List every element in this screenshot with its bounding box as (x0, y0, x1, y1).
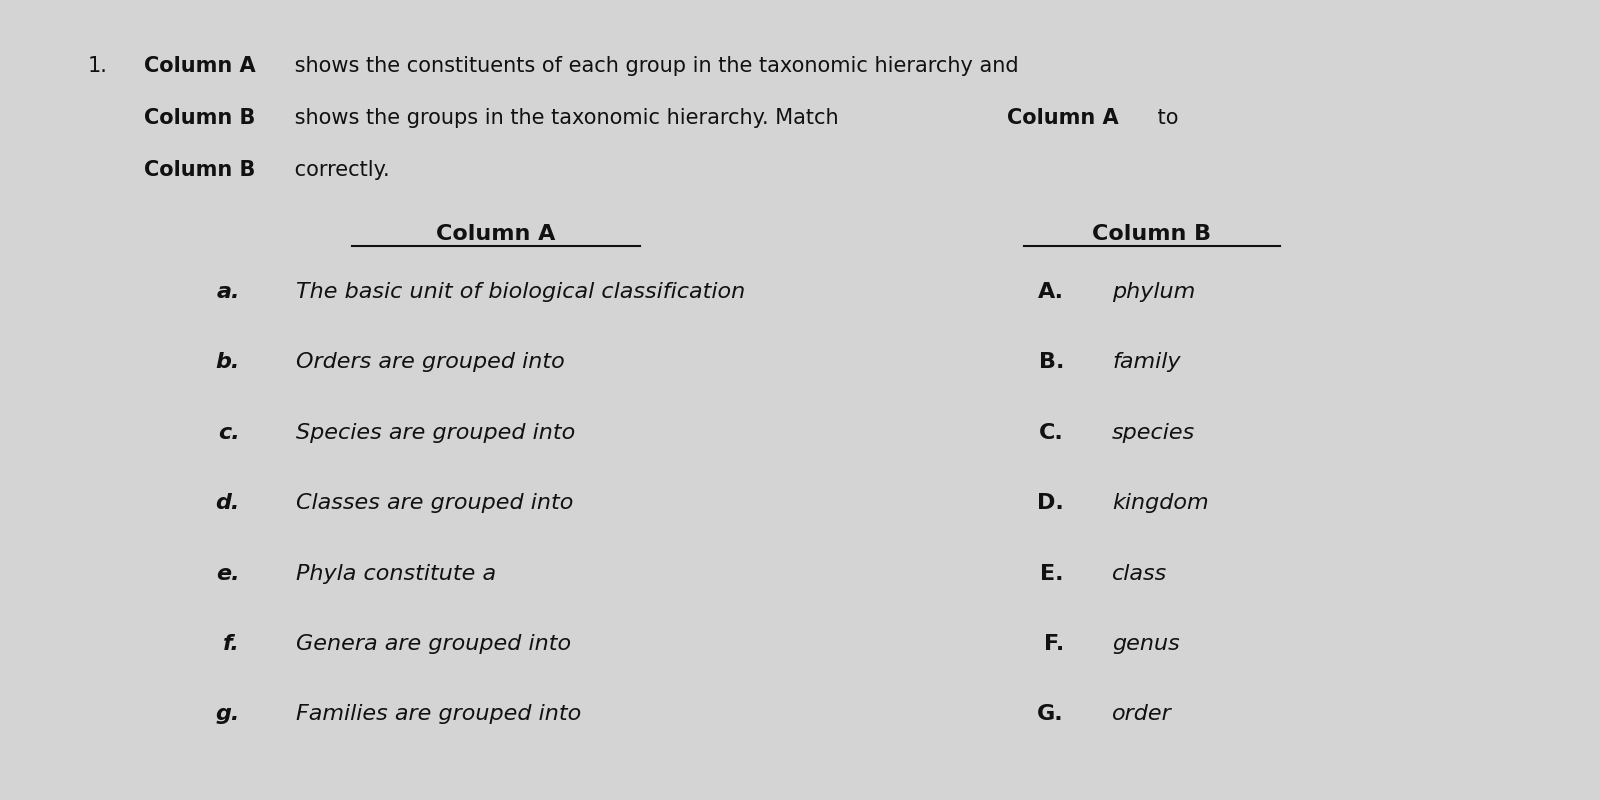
Text: b.: b. (216, 352, 240, 372)
Text: family: family (1112, 352, 1181, 372)
Text: E.: E. (1040, 563, 1064, 583)
Text: g.: g. (216, 705, 240, 725)
Text: A.: A. (1038, 282, 1064, 302)
Text: a.: a. (216, 282, 240, 302)
Text: class: class (1112, 563, 1168, 583)
Text: Orders are grouped into: Orders are grouped into (296, 352, 565, 372)
Text: genus: genus (1112, 634, 1179, 654)
Text: d.: d. (216, 493, 240, 514)
Text: Classes are grouped into: Classes are grouped into (296, 493, 573, 514)
Text: C.: C. (1040, 422, 1064, 443)
Text: Phyla constitute a: Phyla constitute a (296, 563, 496, 583)
Text: Column B: Column B (1093, 224, 1211, 244)
Text: Column B: Column B (144, 108, 256, 128)
Text: 1.: 1. (88, 56, 107, 76)
Text: kingdom: kingdom (1112, 493, 1208, 514)
Text: correctly.: correctly. (288, 160, 389, 180)
Text: B.: B. (1038, 352, 1064, 372)
Text: Column B: Column B (144, 160, 256, 180)
Text: Species are grouped into: Species are grouped into (296, 422, 576, 443)
Text: The basic unit of biological classification: The basic unit of biological classificat… (296, 282, 746, 302)
Text: to: to (1150, 108, 1178, 128)
Text: G.: G. (1037, 705, 1064, 725)
Text: Genera are grouped into: Genera are grouped into (296, 634, 571, 654)
Text: shows the constituents of each group in the taxonomic hierarchy and: shows the constituents of each group in … (288, 56, 1019, 76)
Text: phylum: phylum (1112, 282, 1195, 302)
Text: species: species (1112, 422, 1195, 443)
Text: Column A: Column A (1006, 108, 1118, 128)
Text: e.: e. (216, 563, 240, 583)
Text: D.: D. (1037, 493, 1064, 514)
Text: order: order (1112, 705, 1171, 725)
Text: f.: f. (222, 634, 240, 654)
Text: c.: c. (218, 422, 240, 443)
Text: shows the groups in the taxonomic hierarchy. Match: shows the groups in the taxonomic hierar… (288, 108, 845, 128)
Text: Column A: Column A (437, 224, 555, 244)
Text: F.: F. (1043, 634, 1064, 654)
Text: Families are grouped into: Families are grouped into (296, 705, 581, 725)
Text: Column A: Column A (144, 56, 256, 76)
